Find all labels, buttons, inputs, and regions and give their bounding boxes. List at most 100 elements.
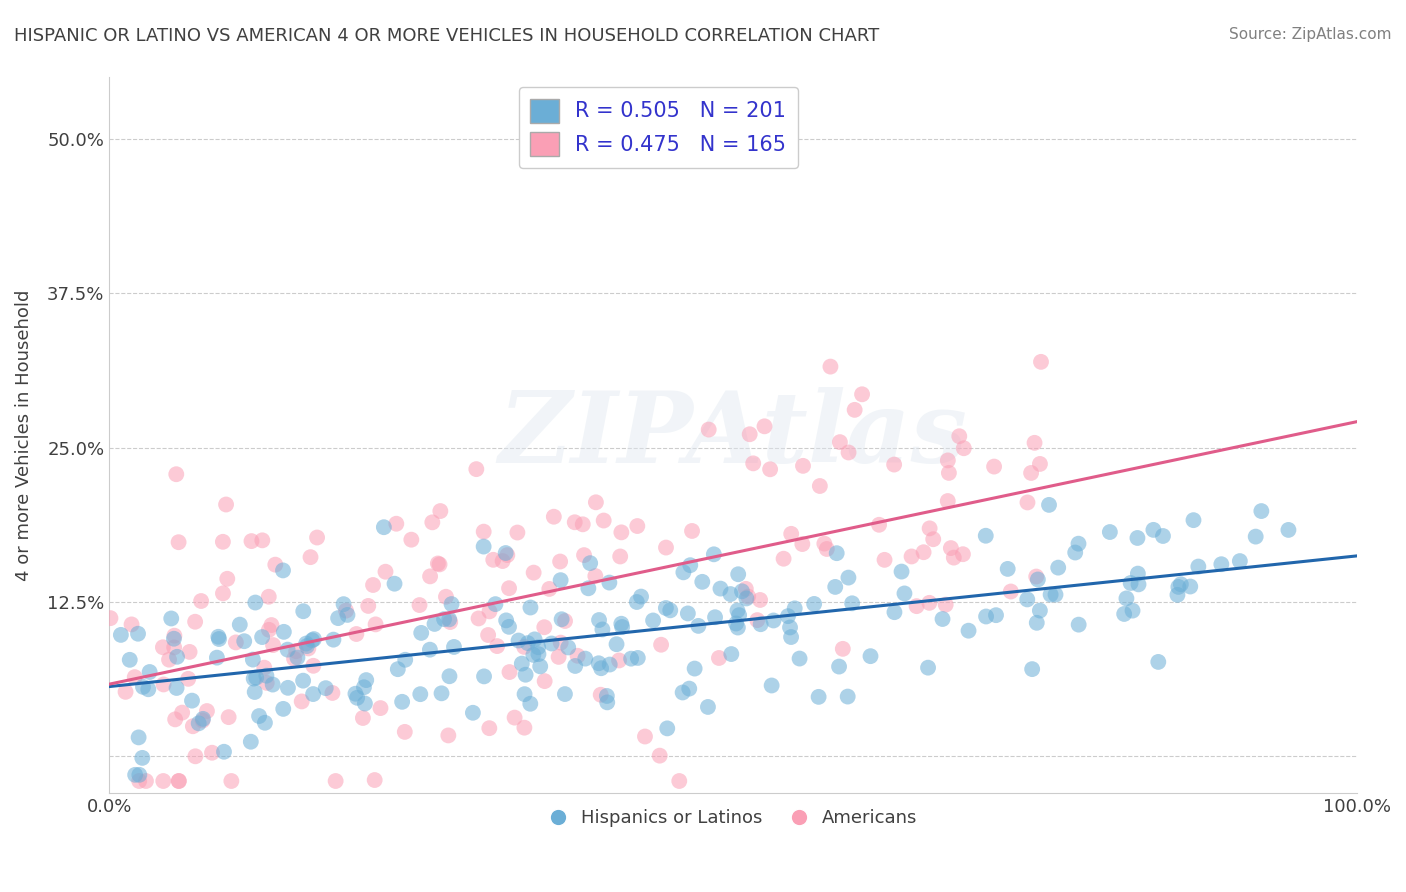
Hispanics or Latinos (837, 690, 859, 704)
Americans (815, 541, 838, 556)
Americans (506, 525, 529, 540)
Hispanics or Latinos (780, 630, 803, 644)
Americans (742, 456, 765, 470)
Hispanics or Latinos (703, 547, 725, 561)
Americans (554, 614, 576, 628)
Americans (195, 704, 218, 718)
Americans (496, 548, 519, 562)
Hispanics or Latinos (1026, 573, 1049, 587)
Hispanics or Latinos (893, 586, 915, 600)
Hispanics or Latinos (387, 662, 409, 676)
Y-axis label: 4 or more Vehicles in Household: 4 or more Vehicles in Household (15, 290, 32, 581)
Americans (157, 653, 180, 667)
Hispanics or Latinos (612, 620, 634, 634)
Hispanics or Latinos (110, 628, 132, 642)
Hispanics or Latinos (295, 639, 318, 653)
Americans (361, 578, 384, 592)
Americans (900, 549, 922, 564)
Hispanics or Latinos (598, 575, 620, 590)
Americans (252, 533, 274, 548)
Hispanics or Latinos (523, 632, 546, 647)
Hispanics or Latinos (672, 566, 695, 580)
Americans (215, 498, 238, 512)
Americans (1019, 466, 1042, 480)
Americans (165, 712, 187, 726)
Americans (420, 516, 443, 530)
Americans (184, 615, 207, 629)
Americans (707, 651, 730, 665)
Hispanics or Latinos (591, 623, 613, 637)
Text: HISPANIC OR LATINO VS AMERICAN 4 OR MORE VEHICLES IN HOUSEHOLD CORRELATION CHART: HISPANIC OR LATINO VS AMERICAN 4 OR MORE… (14, 27, 879, 45)
Americans (918, 521, 941, 535)
Americans (370, 701, 392, 715)
Americans (538, 582, 561, 596)
Hispanics or Latinos (510, 657, 533, 671)
Hispanics or Latinos (824, 580, 846, 594)
Hispanics or Latinos (931, 612, 953, 626)
Hispanics or Latinos (727, 567, 749, 582)
Hispanics or Latinos (655, 601, 678, 615)
Hispanics or Latinos (731, 584, 754, 599)
Hispanics or Latinos (1067, 617, 1090, 632)
Americans (780, 526, 803, 541)
Hispanics or Latinos (1114, 607, 1136, 621)
Hispanics or Latinos (599, 657, 621, 672)
Hispanics or Latinos (439, 669, 461, 683)
Americans (225, 635, 247, 649)
Americans (128, 774, 150, 789)
Hispanics or Latinos (606, 637, 628, 651)
Hispanics or Latinos (484, 597, 506, 611)
Hispanics or Latinos (709, 582, 731, 596)
Hispanics or Latinos (423, 616, 446, 631)
Americans (609, 549, 631, 564)
Americans (291, 694, 314, 708)
Americans (548, 555, 571, 569)
Hispanics or Latinos (1229, 554, 1251, 568)
Hispanics or Latinos (630, 590, 652, 604)
Hispanics or Latinos (564, 659, 586, 673)
Hispanics or Latinos (841, 596, 863, 610)
Hispanics or Latinos (301, 633, 323, 648)
Americans (737, 590, 759, 604)
Text: Source: ZipAtlas.com: Source: ZipAtlas.com (1229, 27, 1392, 42)
Americans (163, 629, 186, 643)
Americans (1029, 355, 1052, 369)
Hispanics or Latinos (326, 611, 349, 625)
Americans (179, 645, 201, 659)
Hispanics or Latinos (610, 616, 633, 631)
Hispanics or Latinos (302, 632, 325, 646)
Hispanics or Latinos (411, 626, 433, 640)
Hispanics or Latinos (720, 647, 742, 661)
Americans (374, 565, 396, 579)
Americans (948, 429, 970, 443)
Americans (135, 774, 157, 789)
Hispanics or Latinos (620, 651, 643, 665)
Americans (167, 535, 190, 549)
Hispanics or Latinos (917, 660, 939, 674)
Hispanics or Latinos (205, 650, 228, 665)
Hispanics or Latinos (515, 667, 537, 681)
Americans (212, 586, 235, 600)
Hispanics or Latinos (679, 558, 702, 573)
Americans (1017, 495, 1039, 509)
Hispanics or Latinos (250, 630, 273, 644)
Hispanics or Latinos (1277, 523, 1299, 537)
Hispanics or Latinos (461, 706, 484, 720)
Hispanics or Latinos (336, 607, 359, 622)
Americans (121, 617, 143, 632)
Americans (942, 550, 965, 565)
Americans (589, 688, 612, 702)
Hispanics or Latinos (166, 649, 188, 664)
Hispanics or Latinos (287, 650, 309, 665)
Hispanics or Latinos (247, 709, 270, 723)
Americans (218, 710, 240, 724)
Americans (201, 746, 224, 760)
Hispanics or Latinos (783, 601, 806, 615)
Hispanics or Latinos (1064, 545, 1087, 559)
Hispanics or Latinos (208, 632, 231, 646)
Hispanics or Latinos (727, 603, 749, 617)
Hispanics or Latinos (1166, 588, 1188, 602)
Americans (936, 453, 959, 467)
Americans (523, 566, 546, 580)
Americans (478, 604, 501, 618)
